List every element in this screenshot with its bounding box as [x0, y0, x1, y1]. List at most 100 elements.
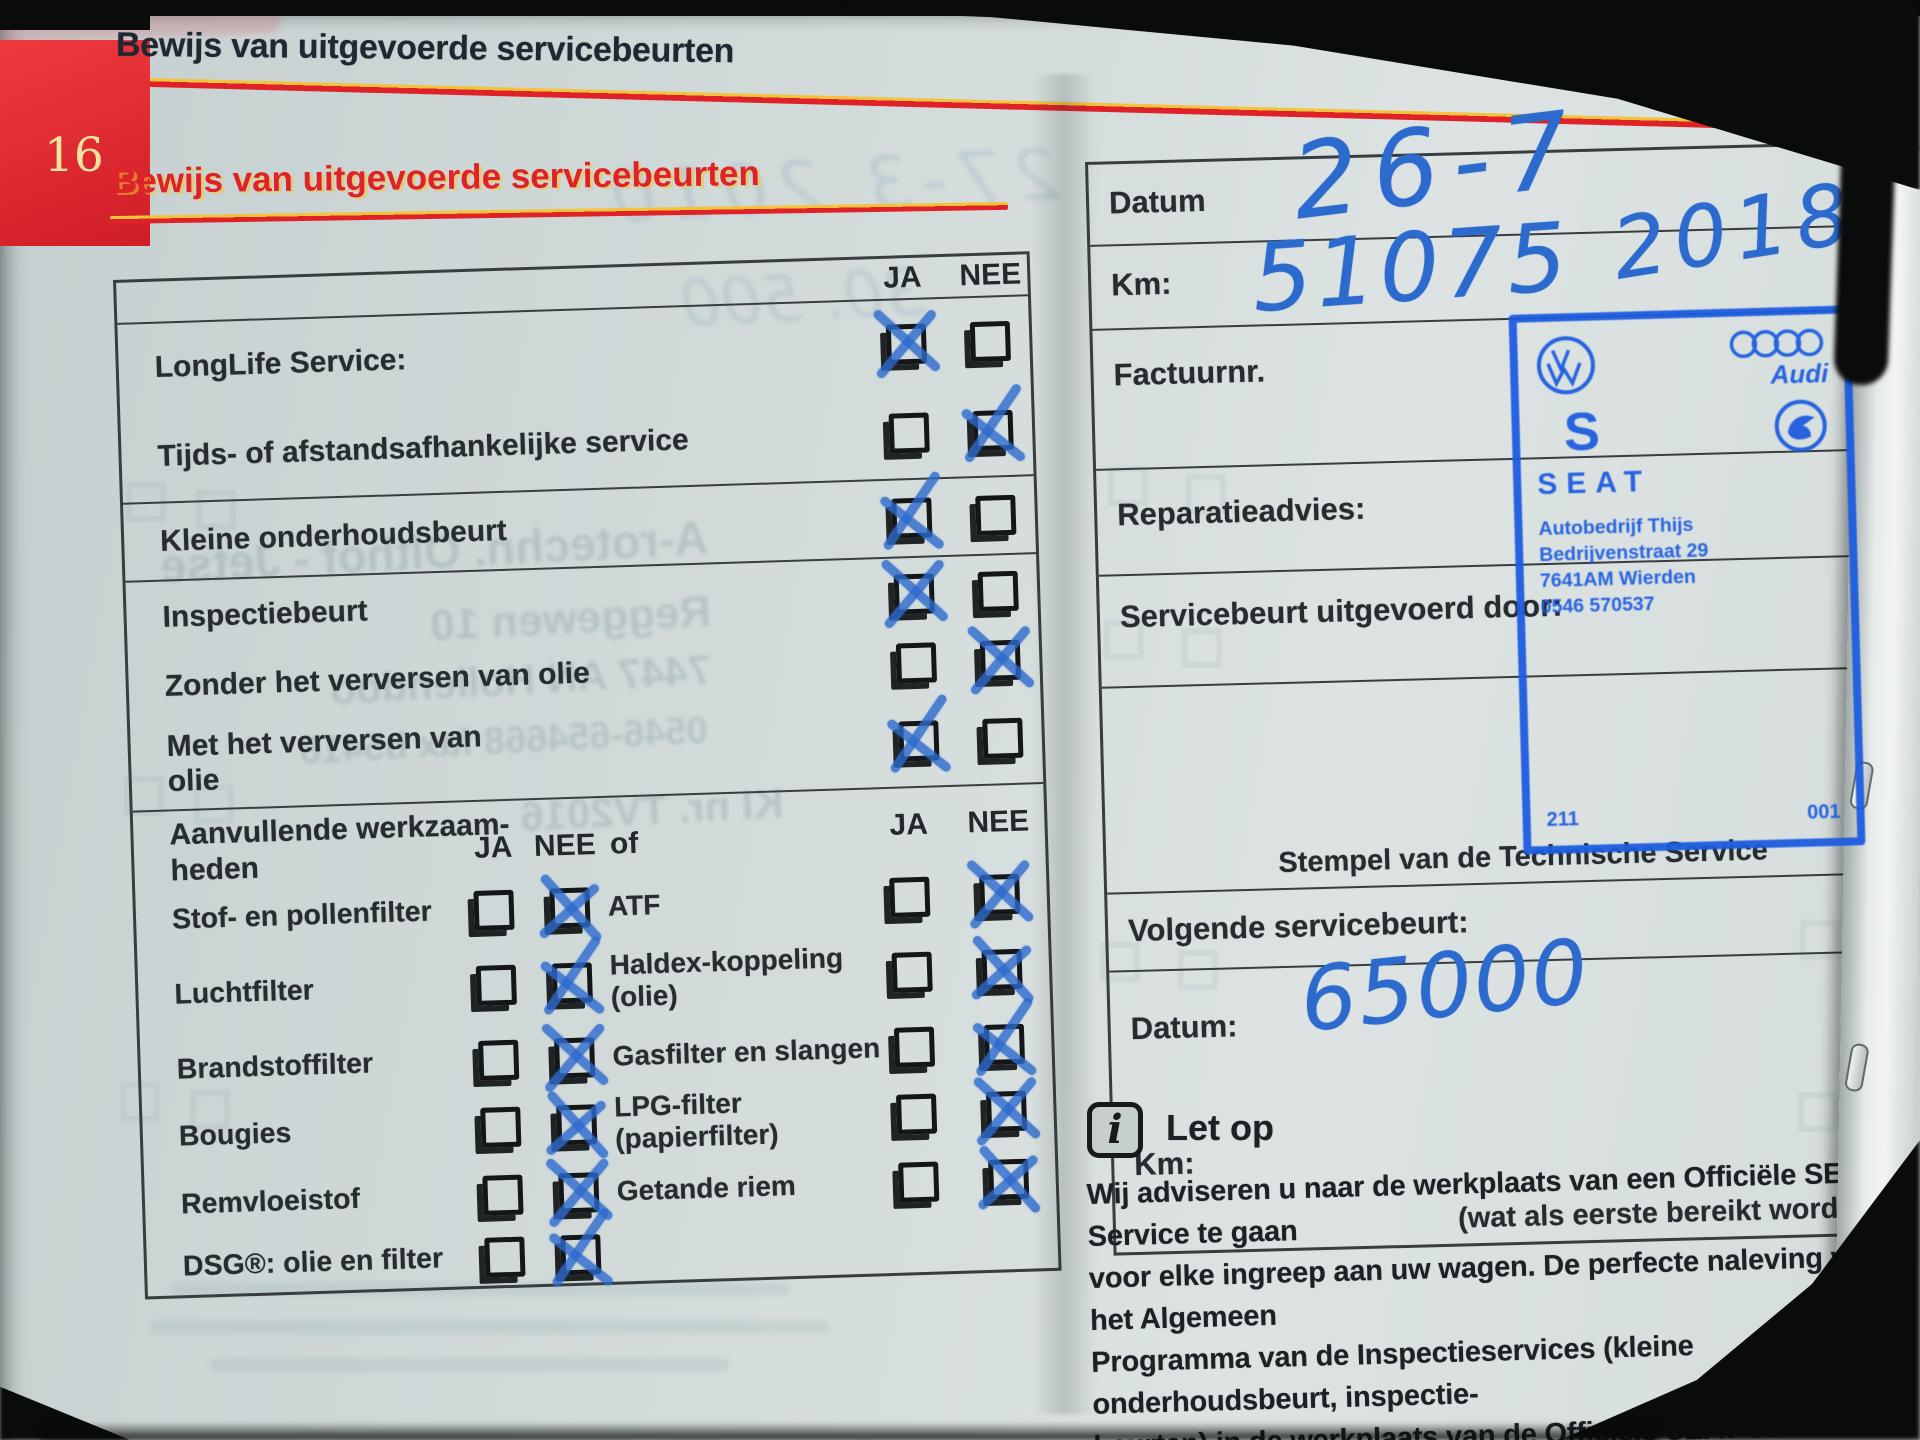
- stamp-codes: 211 001: [1546, 800, 1841, 832]
- checkbox-zonder-olie-nee[interactable]: [979, 639, 1022, 681]
- seat-s-logo: S: [1562, 401, 1601, 463]
- row-label: Stof- en pollenfilter: [171, 895, 433, 936]
- dealer-stamp: Audi S SEAT Autobedrijf Thijs Bedrijvens…: [1508, 305, 1866, 855]
- checkbox-pollenfilter-ja[interactable]: [473, 889, 515, 931]
- row-label: Kleine onderhoudsbeurt: [159, 514, 508, 558]
- column-header-nee: NEE: [533, 828, 597, 864]
- vw-logo-icon: [1536, 336, 1595, 395]
- checkbox-bougies-ja[interactable]: [480, 1106, 522, 1148]
- row-label: Met het verversen van olie: [166, 720, 483, 799]
- datum-label: Datum: [1108, 182, 1206, 221]
- booklet-page: 27-3 2010 30. 500 A-rotechn. Olthof - Je…: [0, 9, 1920, 1440]
- checkbox-atf-ja[interactable]: [889, 876, 931, 918]
- bleedthrough-checkbox: [124, 776, 164, 816]
- bleedthrough-checkbox: [1100, 942, 1140, 982]
- factuurnr-label: Factuurnr.: [1113, 353, 1266, 393]
- checkbox-remvloeistof-ja[interactable]: [482, 1174, 524, 1216]
- checkbox-kleine-ja[interactable]: [891, 497, 933, 539]
- bleedthrough-checkbox: [1178, 950, 1218, 990]
- column-header-ja: JA: [473, 830, 513, 865]
- photo-background: [0, 0, 150, 30]
- photo-background: [40, 1422, 1660, 1440]
- checkbox-luchtfilter-nee[interactable]: [551, 962, 593, 1004]
- checkbox-zonder-olie-ja[interactable]: [895, 642, 938, 684]
- km-label: Km:: [1110, 265, 1172, 303]
- stamp-logo-row: S: [1535, 396, 1831, 462]
- page-number-tab: 16: [0, 40, 150, 246]
- checkbox-luchtfilter-ja[interactable]: [475, 964, 517, 1006]
- checkbox-pollenfilter-nee[interactable]: [549, 887, 591, 929]
- reparatieadvies-label: Reparatieadvies:: [1116, 490, 1366, 533]
- audi-rings-icon: [1729, 328, 1824, 359]
- checkbox-lpgfilter-nee[interactable]: [985, 1090, 1028, 1132]
- bleedthrough-checkbox: [190, 1090, 230, 1130]
- checkbox-remvloeistof-nee[interactable]: [558, 1172, 600, 1214]
- bleedthrough-checkbox: [196, 490, 236, 530]
- bleedthrough-checkbox: [1798, 1092, 1838, 1132]
- checkbox-dsg-nee[interactable]: [560, 1234, 602, 1276]
- row-label: Inspectiebeurt: [162, 594, 369, 634]
- checkbox-haldex-ja[interactable]: [891, 951, 933, 993]
- service-table: JA NEE LongLife Service: Tijds- of afsta…: [113, 251, 1062, 1300]
- checkbox-brandstoffilter-nee[interactable]: [554, 1037, 596, 1079]
- checkbox-tijds-nee[interactable]: [972, 409, 1014, 452]
- checkbox-getande-riem-nee[interactable]: [988, 1158, 1030, 1200]
- bleedthrough-line: [210, 1358, 730, 1372]
- row-label: Haldex-koppeling (olie): [609, 942, 844, 1013]
- column-header-nee: NEE: [966, 804, 1030, 840]
- row-label: Luchtfilter: [173, 974, 315, 1011]
- column-header-ja: JA: [882, 260, 922, 295]
- row-label: ATF: [607, 889, 661, 922]
- checkbox-atf-nee[interactable]: [979, 873, 1021, 916]
- row-label: LongLife Service:: [154, 343, 407, 385]
- row-label: Getande riem: [616, 1169, 797, 1207]
- row-label: DSG®: olie en filter: [182, 1242, 444, 1283]
- uitgevoerd-door-label: Servicebeurt uitgevoerd door:: [1119, 587, 1563, 635]
- checkbox-inspectie-nee[interactable]: [977, 570, 1019, 612]
- volgende-datum-label: Datum:: [1130, 1008, 1238, 1047]
- notice-title: Let op: [1166, 1107, 1274, 1148]
- row-label: Zonder het verversen van olie: [164, 656, 591, 703]
- row-label: LPG-filter (papierfilter): [613, 1087, 779, 1155]
- page-gutter-shadow: [1032, 74, 1096, 1414]
- checkbox-gasfilter-nee[interactable]: [983, 1023, 1026, 1065]
- bleedthrough-checkbox: [1104, 620, 1144, 660]
- page-header-title: Bewijs van uitgevoerde servicebeurten: [115, 25, 735, 71]
- checkbox-met-olie-nee[interactable]: [982, 717, 1024, 759]
- stamp-code-right: 001: [1806, 800, 1841, 824]
- checkbox-dsg-ja[interactable]: [484, 1236, 526, 1278]
- checkbox-inspectie-ja[interactable]: [893, 573, 935, 615]
- skoda-logo-icon: [1774, 399, 1827, 452]
- bleedthrough-checkbox: [1108, 466, 1148, 506]
- checkbox-haldex-nee[interactable]: [981, 948, 1023, 991]
- checkbox-lpgfilter-ja[interactable]: [895, 1093, 938, 1135]
- info-icon: i: [1087, 1102, 1143, 1158]
- row-label: Bougies: [178, 1117, 292, 1153]
- section-title: Bewijs van uitgevoerde servicebeurten: [111, 154, 760, 201]
- checkbox-longlife-nee[interactable]: [969, 320, 1011, 363]
- checkbox-getande-riem-ja[interactable]: [898, 1161, 940, 1203]
- bleedthrough-line: [150, 1320, 830, 1334]
- row-label: Remvloeistof: [180, 1182, 361, 1221]
- bleedthrough-line: [170, 1282, 790, 1296]
- audi-wordmark: Audi: [1770, 357, 1829, 390]
- checkbox-kleine-nee[interactable]: [975, 494, 1017, 537]
- row-label: Gasfilter en slangen: [612, 1032, 881, 1072]
- row-label: Tijds- of afstandsafhankelijke service: [157, 423, 690, 473]
- column-header-nee: NEE: [958, 257, 1022, 293]
- checkbox-tijds-ja[interactable]: [888, 412, 930, 454]
- checkbox-gasfilter-ja[interactable]: [893, 1026, 936, 1068]
- info-icon-glyph: i: [1107, 1106, 1123, 1153]
- page-number: 16: [44, 128, 104, 183]
- seat-wordmark: SEAT: [1536, 464, 1652, 502]
- checkbox-longlife-ja[interactable]: [885, 323, 928, 365]
- stamp-logo-row: Audi: [1533, 326, 1829, 398]
- checkbox-met-olie-ja[interactable]: [898, 720, 940, 762]
- bleedthrough-checkbox: [126, 482, 166, 522]
- checkbox-bougies-nee[interactable]: [556, 1104, 598, 1146]
- additional-work-header: Aanvullende werkzaam- heden: [168, 807, 510, 888]
- bleedthrough-checkbox: [1800, 920, 1840, 960]
- checkbox-brandstoffilter-ja[interactable]: [478, 1039, 520, 1081]
- bleedthrough-checkbox: [120, 1082, 160, 1122]
- stamp-code-left: 211: [1546, 808, 1580, 832]
